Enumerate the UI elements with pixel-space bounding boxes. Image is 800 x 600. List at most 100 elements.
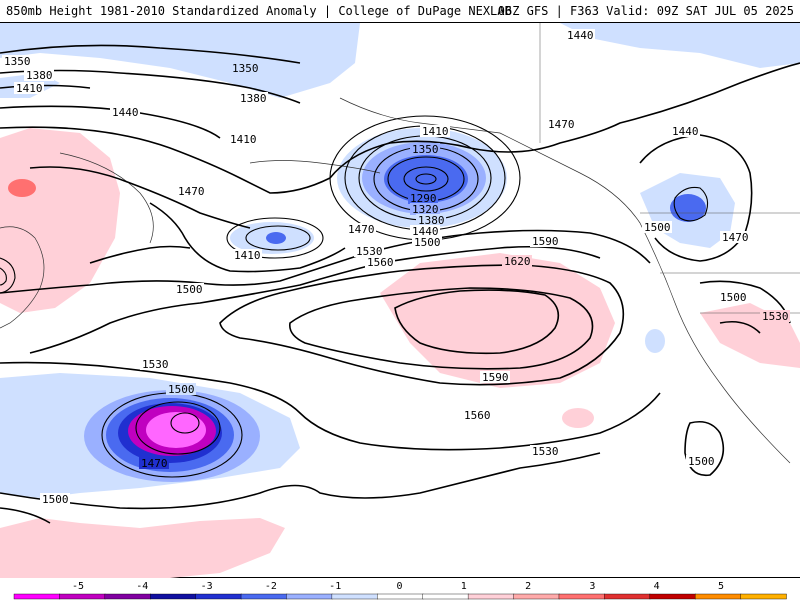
colorbar-swatch xyxy=(104,593,151,600)
anomaly-colorbar: -5 -4 -3 -2 -1 0 1 2 3 4 5 xyxy=(0,578,800,600)
kamchatka-coastline xyxy=(59,152,154,244)
colorbar-swatch xyxy=(694,593,742,600)
colorbar-swatch xyxy=(558,593,606,600)
contour-label: 1380 xyxy=(418,214,445,227)
contour-label: 1470 xyxy=(722,231,749,244)
colorbar-swatch xyxy=(377,593,424,600)
colorbar-tick-label: -4 xyxy=(136,581,148,592)
north-america-coastline xyxy=(339,97,791,464)
contour-line xyxy=(0,44,301,64)
colorbar-swatch xyxy=(150,593,197,600)
anomaly-map: 1350 1350 1380 1380 1410 1410 1410 1440 … xyxy=(0,22,800,579)
height-contours xyxy=(0,44,800,524)
contour-label: 1350 xyxy=(232,62,259,75)
colorbar-tick-label: 1 xyxy=(461,581,467,592)
contour-label: 1470 xyxy=(141,457,168,470)
colorbar-swatch xyxy=(195,593,242,600)
colorbar-tick-label: 2 xyxy=(525,581,531,592)
contour-line xyxy=(0,267,7,286)
high-anomaly-area xyxy=(380,253,615,388)
colorbar-tick-label: 5 xyxy=(718,581,724,592)
contour-label: 1440 xyxy=(672,125,699,138)
contour-label: 1500 xyxy=(414,236,441,249)
contour-line xyxy=(0,69,301,104)
contour-label: 1590 xyxy=(532,235,559,248)
colorbar-swatch xyxy=(286,593,333,600)
colorbar-swatch xyxy=(59,593,106,600)
contour-line xyxy=(149,202,346,273)
contour-line xyxy=(403,166,449,192)
colorbar-swatch xyxy=(240,593,288,600)
contour-label: 1500 xyxy=(720,291,747,304)
contour-label: 1320 xyxy=(412,203,439,216)
contour-line xyxy=(89,245,191,264)
low-anomaly-peak xyxy=(146,412,206,448)
contour-label: 1500 xyxy=(42,493,69,506)
contour-line xyxy=(415,173,437,185)
contour-label: 1410 xyxy=(234,249,261,262)
contour-line xyxy=(0,507,51,524)
contour-label: 1290 xyxy=(410,192,437,205)
colorbar-swatch xyxy=(467,593,515,600)
colorbar-svg: -5 -4 -3 -2 -1 0 1 2 3 4 5 xyxy=(13,581,787,600)
contour-label: 1350 xyxy=(412,143,439,156)
contour-label: 1500 xyxy=(176,283,203,296)
colorbar-swatches xyxy=(13,593,787,600)
positive-anomaly-area xyxy=(0,128,120,313)
colorbar-swatch xyxy=(649,593,696,600)
contour-label: 1410 xyxy=(16,82,43,95)
map-svg: 1350 1350 1380 1380 1410 1410 1410 1440 … xyxy=(0,23,800,579)
colorbar-swatch xyxy=(740,593,787,600)
map-header: 850mb Height 1981-2010 Standardized Anom… xyxy=(0,0,800,22)
contour-line xyxy=(394,289,560,355)
contour-labels: 1350 1350 1380 1380 1410 1410 1410 1440 … xyxy=(2,29,790,506)
contour-line xyxy=(0,229,651,294)
contour-label: 1470 xyxy=(548,118,575,131)
negative-anomaly-area xyxy=(560,23,800,68)
contour-label: 1440 xyxy=(412,225,439,238)
contour-label: 1380 xyxy=(240,92,267,105)
contour-label: 1500 xyxy=(644,221,671,234)
contour-label: 1350 xyxy=(4,55,31,68)
negative-anomaly-area xyxy=(0,23,360,98)
negative-anomaly-area xyxy=(645,329,665,353)
colorbar-tick-label: -3 xyxy=(201,581,213,592)
colorbar-swatch xyxy=(331,593,378,600)
contour-label: 1620 xyxy=(504,255,531,268)
contour-line xyxy=(0,62,800,194)
contour-line xyxy=(170,412,200,434)
contour-line xyxy=(0,452,601,510)
contour-label: 1560 xyxy=(367,256,394,269)
colorbar-swatch xyxy=(604,593,651,600)
colorbar-tick-label: 0 xyxy=(396,581,402,592)
low-anomaly-core xyxy=(384,155,468,203)
aleutian-chain xyxy=(249,160,381,174)
contour-line xyxy=(245,225,311,251)
colorbar-swatch xyxy=(422,593,469,600)
contour-label: 1440 xyxy=(567,29,594,42)
colorbar-swatch xyxy=(513,593,560,600)
map-title: 850mb Height 1981-2010 Standardized Anom… xyxy=(6,4,512,18)
contour-label: 1530 xyxy=(762,310,789,323)
contour-label: 1560 xyxy=(464,409,491,422)
contour-label: 1410 xyxy=(422,125,449,138)
contour-label: 1380 xyxy=(26,69,53,82)
small-low-core xyxy=(266,232,286,244)
colorbar-swatch xyxy=(13,593,61,600)
contour-line xyxy=(0,257,16,294)
asia-coastline xyxy=(0,226,45,329)
anomaly-shading xyxy=(0,23,800,579)
colorbar-ticks: -5 -4 -3 -2 -1 0 1 2 3 4 5 xyxy=(72,581,724,592)
colorbar-tick-label: -2 xyxy=(265,581,277,592)
contour-label: 1470 xyxy=(178,185,205,198)
negative-anomaly-core xyxy=(670,194,706,222)
contour-line xyxy=(219,264,625,386)
contour-line xyxy=(684,420,725,477)
colorbar-tick-label: 3 xyxy=(589,581,595,592)
contour-line xyxy=(29,166,251,229)
contour-line xyxy=(0,361,661,451)
contour-label: 1530 xyxy=(356,245,383,258)
colorbar-tick-label: 4 xyxy=(654,581,660,592)
contour-line xyxy=(288,287,594,370)
contour-line xyxy=(135,401,221,455)
